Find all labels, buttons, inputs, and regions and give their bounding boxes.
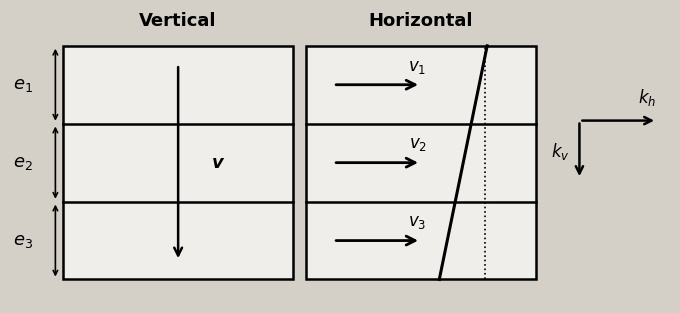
Text: $v_1$: $v_1$ xyxy=(409,58,426,75)
Text: $e_1$: $e_1$ xyxy=(13,76,33,94)
Text: $v_2$: $v_2$ xyxy=(409,136,426,153)
Text: Horizontal: Horizontal xyxy=(369,13,473,30)
Text: $k_v$: $k_v$ xyxy=(551,141,569,162)
Bar xyxy=(306,46,536,280)
Text: $v_3$: $v_3$ xyxy=(409,213,427,231)
Bar xyxy=(63,46,293,280)
Text: $e_3$: $e_3$ xyxy=(13,232,33,249)
Text: Vertical: Vertical xyxy=(139,13,217,30)
Text: v: v xyxy=(212,154,224,172)
Text: $e_2$: $e_2$ xyxy=(14,154,33,172)
Text: $k_h$: $k_h$ xyxy=(638,87,656,108)
